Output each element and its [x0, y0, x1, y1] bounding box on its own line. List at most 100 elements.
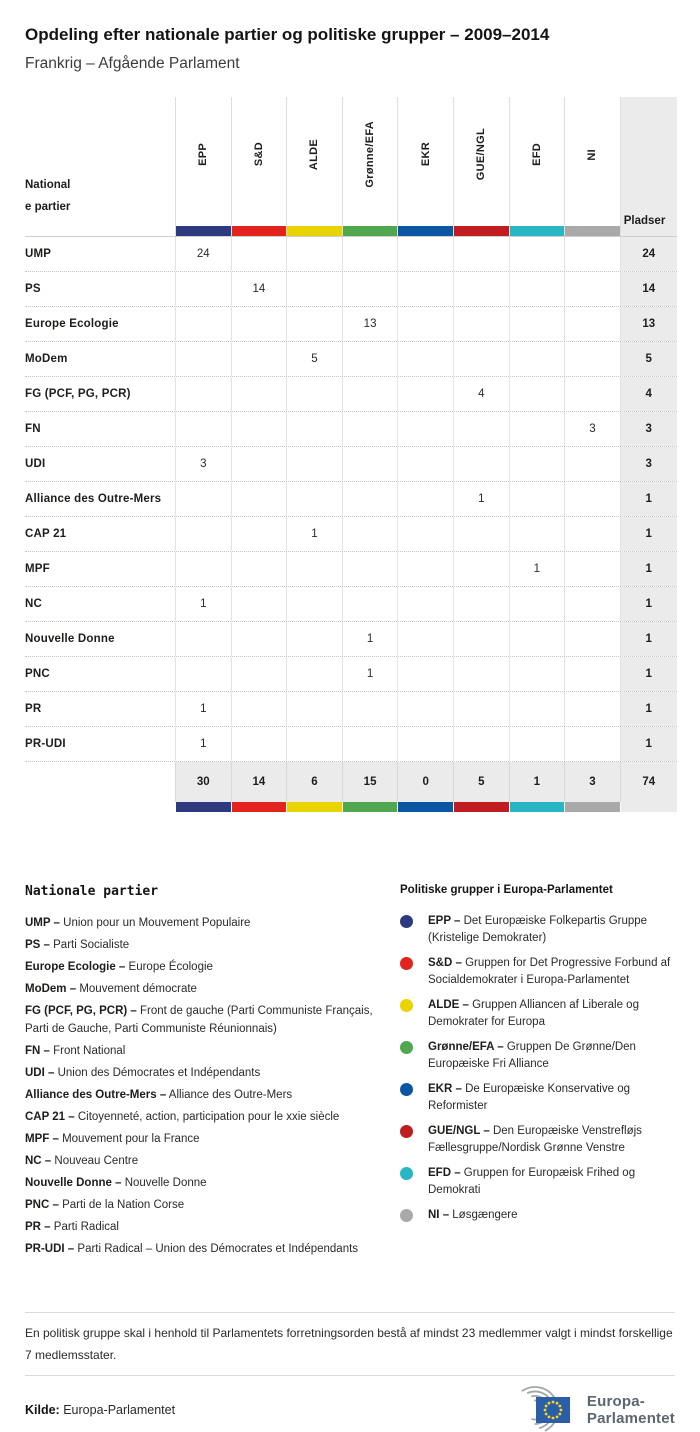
table-row: MoDem 5 5	[25, 342, 677, 377]
page-subtitle: Frankrig – Afgående Parlament	[25, 55, 240, 72]
pladser-cell: 1	[619, 517, 677, 551]
legend-item-abbr: Nouvelle Donne –	[25, 1177, 122, 1189]
seat-count-cell: 1	[175, 727, 231, 761]
legend-item-text: EFD – Gruppen for Europæisk Frihed og De…	[428, 1167, 636, 1196]
party-name-cell: UDI	[25, 458, 46, 470]
legend-item-abbr: EFD –	[428, 1167, 461, 1179]
seat-count-cell: 13	[341, 307, 398, 341]
seat-count-cell	[397, 237, 453, 271]
legend-item-abbr: PS –	[25, 939, 50, 951]
column-header-group: NI	[564, 97, 620, 236]
seat-count-cell	[397, 727, 453, 761]
party-name-cell: MPF	[25, 563, 50, 575]
party-name-cell: Nouvelle Donne	[25, 633, 115, 645]
seat-count-cell	[508, 482, 565, 516]
legend-item-text: NI – Løsgængere	[428, 1209, 518, 1221]
table-row: PS 14 14	[25, 272, 677, 307]
seat-count-cell	[230, 692, 287, 726]
seat-count-cell: 14	[230, 272, 287, 306]
legend-item-abbr: ALDE –	[428, 999, 469, 1011]
seat-count-cell	[230, 412, 287, 446]
legend-item: PS – Parti Socialiste	[25, 939, 130, 951]
seat-count-cell	[175, 342, 231, 376]
party-name-cell: CAP 21	[25, 528, 67, 540]
pladser-cell: 5	[619, 342, 677, 376]
seat-count-cell	[175, 657, 231, 691]
source-line: Kilde: Europa-Parlamentet	[25, 1403, 175, 1417]
party-name-cell: PR	[25, 703, 42, 715]
legend-item-abbr: NI –	[428, 1209, 450, 1221]
group-color-dot	[400, 915, 413, 928]
seat-count-cell	[397, 587, 453, 621]
legend-item-abbr: NC –	[25, 1155, 52, 1167]
group-color-bar	[509, 226, 565, 236]
name-column-header-line1: National	[25, 179, 71, 191]
seat-count-cell	[230, 517, 287, 551]
footer-divider-top	[25, 1312, 675, 1313]
seat-count-cell	[175, 412, 231, 446]
legend-item: PR – Parti Radical	[25, 1221, 119, 1233]
seat-count-cell	[564, 482, 620, 516]
seat-count-cell	[397, 447, 453, 481]
legend-item-text: EPP – Det Europæiske Folkepartis Gruppe …	[428, 915, 648, 944]
group-color-bar	[230, 802, 287, 812]
party-name-cell: MoDem	[25, 353, 68, 365]
seat-count-cell	[564, 447, 620, 481]
pladser-cell: 3	[619, 447, 677, 481]
legend-item: FG (PCF, PG, PCR) – Front de gauche (Par…	[25, 1005, 373, 1035]
seat-count-cell	[175, 552, 231, 586]
group-column-label: NI	[586, 148, 599, 161]
seat-count-cell	[230, 587, 287, 621]
legend-item-text: ALDE – Gruppen Alliancen af Liberale og …	[428, 999, 639, 1028]
group-color-bar	[565, 226, 620, 236]
seat-count-cell	[286, 447, 342, 481]
column-header-group: EFD	[508, 97, 565, 236]
seat-count-cell	[397, 482, 453, 516]
seat-count-cell	[175, 377, 231, 411]
seat-count-cell: 24	[175, 237, 231, 271]
seat-count-cell: 1	[175, 587, 231, 621]
legend-item-text: S&D – Gruppen for Det Progressive Forbun…	[428, 957, 671, 986]
group-column-label: EPP	[197, 143, 210, 166]
seat-count-cell	[286, 622, 342, 656]
seat-count-cell	[508, 272, 565, 306]
column-header-group: EPP	[175, 97, 231, 236]
legend-item: CAP 21 – Citoyenneté, action, participat…	[25, 1111, 340, 1123]
seat-count-cell	[508, 622, 565, 656]
legend-item-text: GUE/NGL – Den Europæiske Venstrefløjs Fæ…	[428, 1125, 642, 1154]
seat-count-cell	[286, 587, 342, 621]
seat-count-cell	[508, 517, 565, 551]
seat-count-cell	[452, 307, 509, 341]
seat-count-cell	[397, 622, 453, 656]
group-color-bar	[287, 226, 342, 236]
pladser-cell: 1	[619, 692, 677, 726]
seat-count-cell	[508, 657, 565, 691]
group-color-dot	[400, 1041, 413, 1054]
seat-count-cell: 4	[452, 377, 509, 411]
legend-item-text: EKR – De Europæiske Konservative og Refo…	[428, 1083, 630, 1112]
totals-color-bars	[25, 802, 677, 812]
legend-item-abbr: MPF –	[25, 1133, 59, 1145]
pladser-column-header: Pladser	[619, 97, 677, 236]
table-row: Europe Ecologie 13 13	[25, 307, 677, 342]
legend-item-abbr: FG (PCF, PG, PCR) –	[25, 1005, 137, 1017]
pladser-cell: 1	[619, 622, 677, 656]
seat-count-cell	[508, 727, 565, 761]
column-header-group: ALDE	[286, 97, 342, 236]
national-legend-heading: Nationale partier	[25, 884, 159, 899]
seat-count-cell	[564, 692, 620, 726]
total-cell: 6	[286, 762, 342, 802]
bars-pladser-spacer	[619, 802, 677, 812]
page-title: Opdeling efter nationale partier og poli…	[25, 25, 550, 44]
seat-count-cell	[341, 692, 398, 726]
legend-item: Alliance des Outre-Mers – Alliance des O…	[25, 1089, 293, 1101]
pladser-cell: 1	[619, 657, 677, 691]
column-header-group: EKR	[397, 97, 453, 236]
total-cell: 3	[564, 762, 620, 802]
table-row: Nouvelle Donne 1 1	[25, 622, 677, 657]
seat-count-cell	[508, 412, 565, 446]
seat-count-cell	[341, 272, 398, 306]
pladser-cell: 1	[619, 482, 677, 516]
legend-item: MPF – Mouvement pour la France	[25, 1133, 200, 1145]
seat-count-cell	[341, 447, 398, 481]
